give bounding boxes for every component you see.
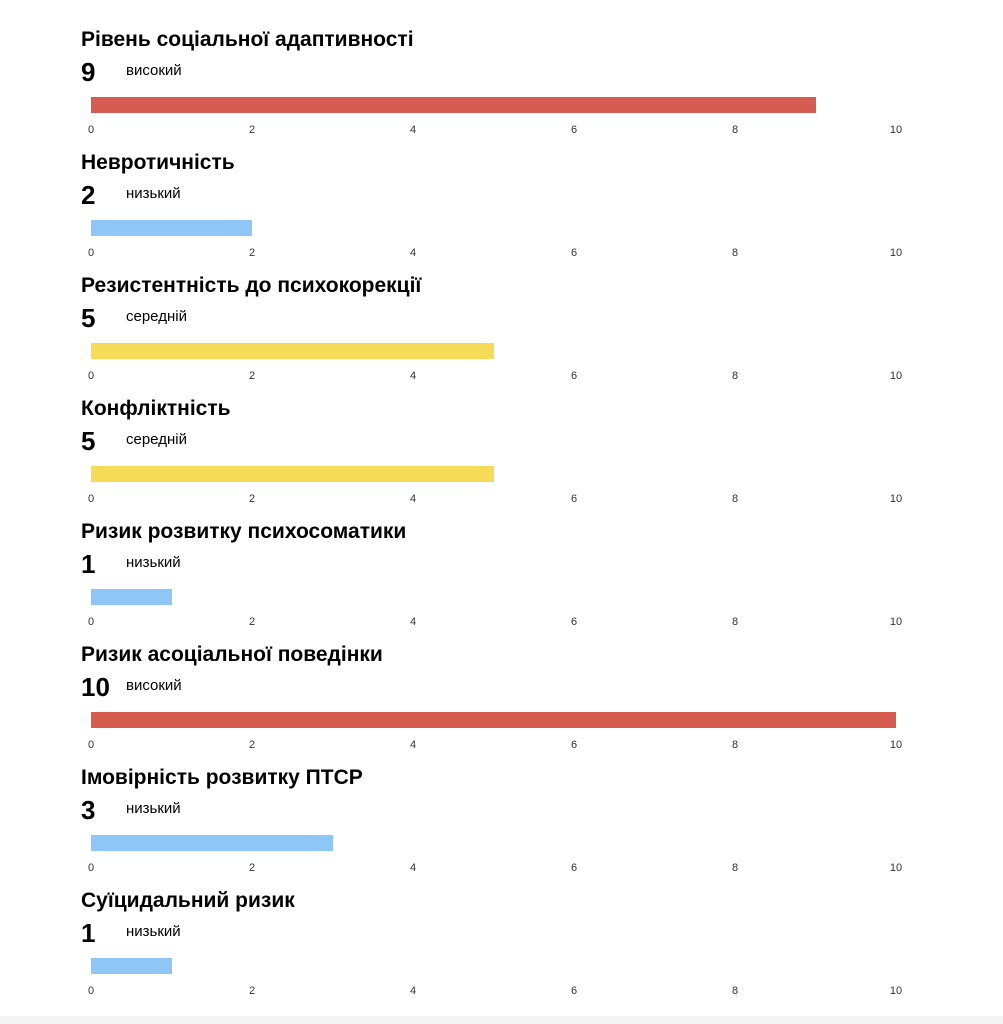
bar (91, 958, 172, 974)
tick-label: 0 (87, 616, 95, 628)
bar-track (91, 958, 896, 974)
tick-label: 6 (570, 616, 578, 628)
tick-label: 10 (889, 862, 903, 874)
tick-label: 4 (409, 862, 417, 874)
tick-label: 10 (889, 985, 903, 997)
metric-title: Конфліктність (81, 397, 231, 420)
tick-label: 6 (570, 247, 578, 259)
bar (91, 835, 333, 851)
metric-level: високий (126, 62, 182, 79)
bar-track (91, 343, 896, 359)
bar (91, 466, 494, 482)
bar (91, 220, 252, 236)
metric-block: Резистентність до психокорекції 5 середній… (0, 251, 1003, 382)
tick-label: 0 (87, 124, 95, 136)
bar-track (91, 466, 896, 482)
tick-label: 6 (570, 370, 578, 382)
bar-track (91, 835, 896, 851)
metric-level: низький (126, 185, 181, 202)
bar (91, 97, 816, 113)
tick-label: 6 (570, 862, 578, 874)
metric-level: низький (126, 800, 181, 817)
tick-label: 10 (889, 124, 903, 136)
tick-label: 4 (409, 370, 417, 382)
tick-label: 6 (570, 985, 578, 997)
tick-label: 0 (87, 985, 95, 997)
tick-label: 8 (731, 739, 739, 751)
bottom-strip (0, 1016, 1003, 1024)
bar (91, 712, 896, 728)
metric-score: 1 (81, 549, 96, 579)
tick-label: 8 (731, 370, 739, 382)
metric-block: Невротичність 2 низький 0 2 4 6 8 10 (0, 128, 1003, 259)
tick-label: 2 (248, 616, 256, 628)
metric-title: Невротичність (81, 151, 235, 174)
tick-label: 10 (889, 616, 903, 628)
tick-label: 2 (248, 985, 256, 997)
tick-label: 4 (409, 739, 417, 751)
tick-label: 0 (87, 370, 95, 382)
metric-score: 5 (81, 426, 96, 456)
tick-label: 4 (409, 124, 417, 136)
tick-label: 2 (248, 739, 256, 751)
metric-block: Конфліктність 5 середній 0 2 4 6 8 10 (0, 374, 1003, 505)
tick-label: 8 (731, 985, 739, 997)
tick-label: 2 (248, 862, 256, 874)
tick-label: 6 (570, 124, 578, 136)
tick-label: 8 (731, 616, 739, 628)
bar (91, 589, 172, 605)
metric-level: високий (126, 677, 182, 694)
metric-block: Ризик асоціальної поведінки 10 високий 0 2 4 6… (0, 620, 1003, 751)
metric-score: 10 (81, 672, 110, 702)
metric-score: 3 (81, 795, 96, 825)
metric-block: Ризик розвитку психосоматики 1 низький 0 2 4 6… (0, 497, 1003, 628)
metric-title: Резистентність до психокорекції (81, 274, 422, 297)
metric-score: 2 (81, 180, 96, 210)
tick-label: 10 (889, 493, 903, 505)
tick-label: 10 (889, 739, 903, 751)
tick-label: 4 (409, 247, 417, 259)
metric-level: середній (126, 308, 187, 325)
tick-label: 10 (889, 370, 903, 382)
metric-title: Рівень соціальної адаптивності (81, 28, 414, 51)
tick-label: 8 (731, 124, 739, 136)
metric-block: Рівень соціальної адаптивності 9 високий 0 2… (0, 5, 1003, 136)
metric-title: Ризик розвитку психосоматики (81, 520, 407, 543)
tick-label: 10 (889, 247, 903, 259)
tick-label: 0 (87, 739, 95, 751)
tick-label: 8 (731, 247, 739, 259)
bar (91, 343, 494, 359)
metric-score: 1 (81, 918, 96, 948)
metric-level: середній (126, 431, 187, 448)
tick-label: 4 (409, 985, 417, 997)
tick-label: 0 (87, 862, 95, 874)
tick-label: 6 (570, 739, 578, 751)
tick-label: 2 (248, 124, 256, 136)
bar-track (91, 220, 896, 236)
metric-score: 9 (81, 57, 96, 87)
metric-title: Суїцидальний ризик (81, 889, 295, 912)
tick-label: 0 (87, 493, 95, 505)
metric-block: Суїцидальний ризик 1 низький 0 2 4 6 8 10 (0, 866, 1003, 997)
bar-track (91, 712, 896, 728)
tick-label: 4 (409, 616, 417, 628)
tick-label: 0 (87, 247, 95, 259)
metric-level: низький (126, 554, 181, 571)
tick-label: 8 (731, 493, 739, 505)
metric-score: 5 (81, 303, 96, 333)
bar-track (91, 589, 896, 605)
tick-label: 6 (570, 493, 578, 505)
metric-title: Ризик асоціальної поведінки (81, 643, 383, 666)
metric-block: Імовірність розвитку ПТСР 3 низький 0 2 4 6 8 10 (0, 743, 1003, 874)
tick-label: 2 (248, 370, 256, 382)
bar-track (91, 97, 896, 113)
tick-label: 2 (248, 247, 256, 259)
tick-label: 8 (731, 862, 739, 874)
metric-level: низький (126, 923, 181, 940)
tick-label: 4 (409, 493, 417, 505)
tick-label: 2 (248, 493, 256, 505)
metric-title: Імовірність розвитку ПТСР (81, 766, 363, 789)
